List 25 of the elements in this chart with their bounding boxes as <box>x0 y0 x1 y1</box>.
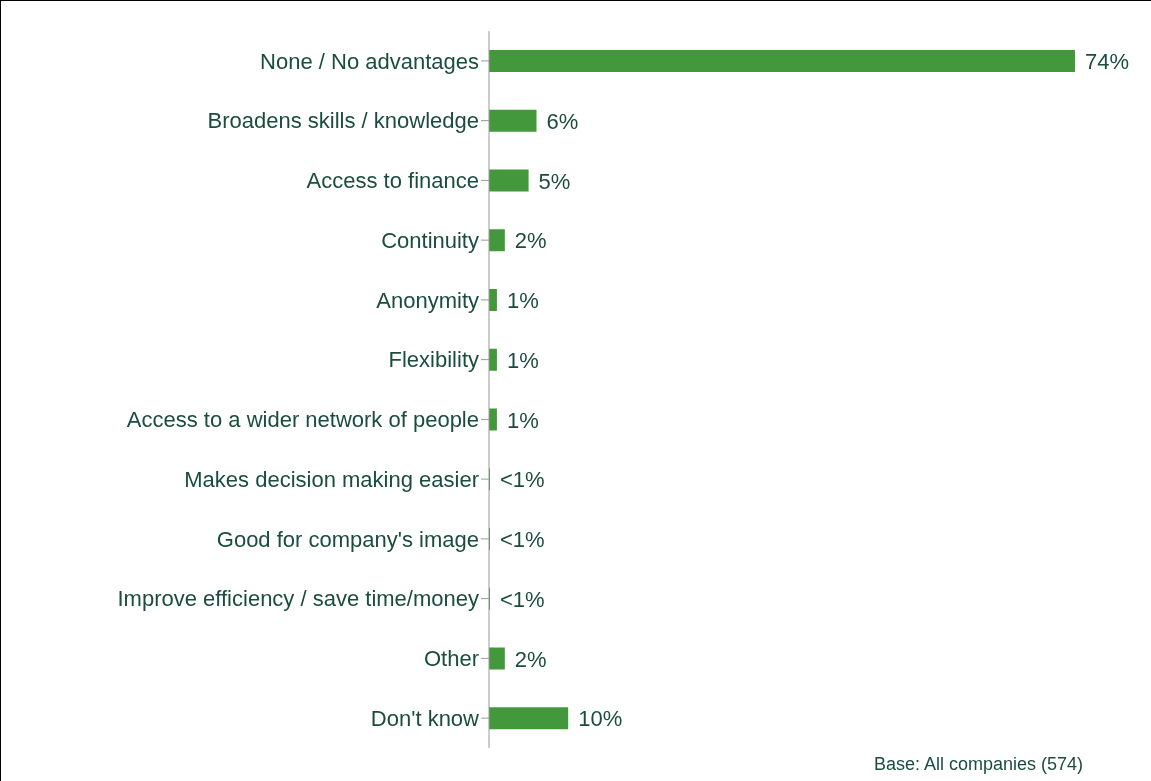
data-label: 6% <box>546 108 579 134</box>
y-tick-label: Broadens skills / knowledge <box>207 108 479 134</box>
y-tick-label: Don't know <box>370 705 480 731</box>
data-label: 1% <box>506 288 539 313</box>
y-tick-label: Access to finance <box>306 168 479 194</box>
data-label: <1% <box>500 586 545 612</box>
data-label: 74% <box>1085 49 1130 74</box>
data-label: <1% <box>500 527 545 552</box>
y-tick-label: Improve efficiency / save time/money <box>117 586 479 612</box>
y-tick-label: Good for company's image <box>216 526 479 552</box>
data-label: 1% <box>506 347 539 373</box>
data-label: 2% <box>514 228 547 254</box>
y-tick-label: Other <box>423 646 479 672</box>
data-label: 5% <box>538 168 571 194</box>
y-tick-label: Anonymity <box>376 287 479 313</box>
y-tick-label: Access to a wider network of people <box>126 407 479 433</box>
data-label: <1% <box>500 467 545 493</box>
y-tick-label: Flexibility <box>388 347 479 373</box>
text: Base: All companies (574) <box>873 754 1083 775</box>
data-label: 1% <box>506 407 539 433</box>
data-label: 10% <box>578 706 623 732</box>
y-tick-label: Continuity <box>381 227 479 253</box>
data-label: 2% <box>514 646 547 672</box>
y-tick-label: None / No advantages <box>260 48 479 74</box>
y-tick-label: Makes decision making easier <box>184 466 479 492</box>
